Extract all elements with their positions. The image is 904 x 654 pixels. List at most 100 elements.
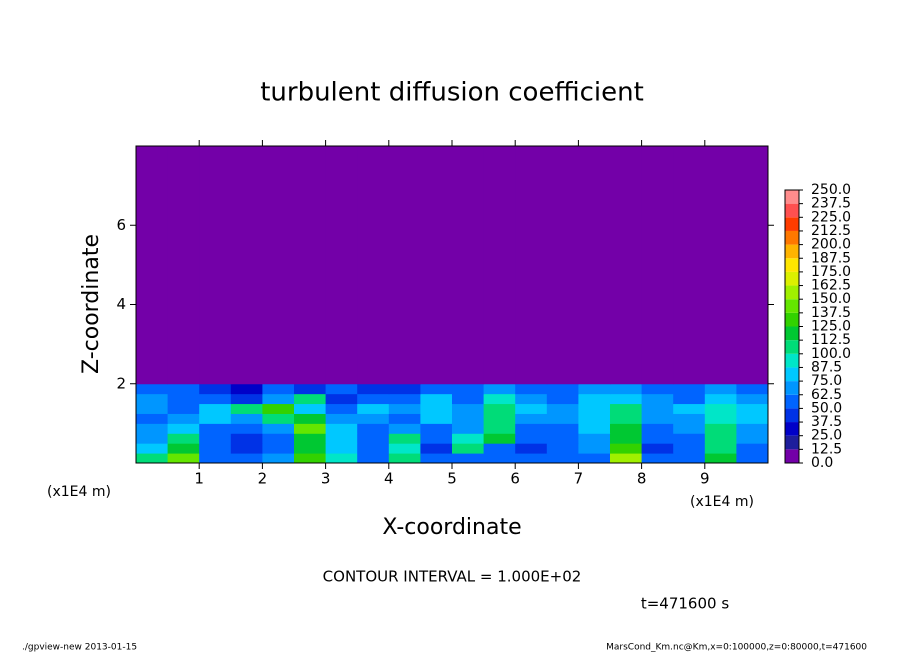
colorbar-swatch (785, 230, 799, 245)
cell (546, 453, 579, 464)
x-tick-label: 3 (321, 470, 331, 488)
cell (199, 453, 232, 464)
cell (230, 393, 263, 405)
cell (262, 403, 295, 414)
cell (294, 443, 327, 454)
cell (673, 403, 706, 414)
contour-interval: CONTOUR INTERVAL = 1.000E+02 (323, 568, 582, 586)
cell (357, 433, 390, 444)
cell (199, 146, 232, 385)
cell (736, 413, 769, 424)
cell (357, 423, 390, 434)
colorbar-label: 250.0 (811, 182, 851, 198)
colorbar-swatch (785, 381, 799, 395)
cell (546, 146, 579, 385)
cell (357, 146, 390, 385)
cell (388, 413, 421, 424)
cell (420, 413, 453, 424)
y-tick-label: 2 (116, 374, 126, 392)
cell (641, 453, 674, 464)
cell (230, 146, 263, 385)
colorbar-label: 12.5 (811, 441, 842, 457)
cell (325, 443, 358, 454)
cell (546, 403, 579, 414)
cell (515, 413, 548, 424)
cell (578, 393, 611, 405)
colorbar-swatch (785, 285, 799, 300)
cell (452, 443, 485, 454)
y-tick-label: 6 (116, 216, 126, 234)
colorbar-label: 187.5 (811, 250, 851, 266)
colorbar-label: 62.5 (811, 387, 842, 403)
cell (578, 433, 611, 444)
cell (610, 146, 643, 385)
cell (704, 413, 737, 424)
cell (325, 413, 358, 424)
cell (483, 413, 516, 424)
cell (452, 413, 485, 424)
cell (546, 423, 579, 434)
footer-left: ./gpview-new 2013-01-15 (22, 643, 137, 653)
cell (357, 403, 390, 414)
colorbar-swatch (785, 353, 799, 368)
cell (673, 443, 706, 454)
cell (641, 413, 674, 424)
colorbar-label: 200.0 (811, 237, 851, 253)
cell (388, 146, 421, 385)
cell (420, 403, 453, 414)
cell (388, 403, 421, 414)
cell (294, 383, 327, 395)
colorbar-label: 0.0 (811, 455, 833, 471)
cell (452, 393, 485, 405)
cell (610, 443, 643, 454)
cell (610, 383, 643, 395)
cell (199, 433, 232, 444)
cell (167, 393, 200, 405)
colorbar-swatch (785, 435, 799, 450)
cell (294, 433, 327, 444)
colorbar-swatch (785, 271, 799, 286)
cell (262, 393, 295, 405)
cell (673, 423, 706, 434)
cell (199, 413, 232, 424)
cell (452, 403, 485, 414)
cell (736, 383, 769, 395)
cell (673, 383, 706, 395)
colorbar-label: 50.0 (811, 400, 842, 416)
cell (167, 383, 200, 395)
cell (483, 423, 516, 434)
cell (483, 443, 516, 454)
cell (325, 146, 358, 385)
cell (673, 146, 706, 385)
colorbar-label: 225.0 (811, 209, 851, 225)
cell (136, 383, 169, 395)
cell (325, 393, 358, 405)
cell (673, 433, 706, 444)
colorbar-label: 162.5 (811, 278, 851, 294)
cell (230, 403, 263, 414)
cell (515, 146, 548, 385)
colorbar-label: 125.0 (811, 319, 851, 335)
cell (578, 453, 611, 464)
x-axis-label: X-coordinate (382, 515, 521, 540)
cell (483, 393, 516, 405)
colorbar-label: 25.0 (811, 428, 842, 444)
cell (388, 453, 421, 464)
colorbar-swatch (785, 244, 799, 259)
cell (483, 146, 516, 385)
cell (483, 383, 516, 395)
cell (641, 383, 674, 395)
y-axis-label: Z-coordinate (79, 234, 104, 374)
x-tick-label: 2 (258, 470, 268, 488)
cell (388, 443, 421, 454)
cell (357, 453, 390, 464)
cell (262, 453, 295, 464)
cell (578, 383, 611, 395)
cell (136, 443, 169, 454)
cell (325, 383, 358, 395)
cell (641, 443, 674, 454)
cell (483, 403, 516, 414)
cell (641, 146, 674, 385)
colorbar-swatch (785, 217, 799, 231)
